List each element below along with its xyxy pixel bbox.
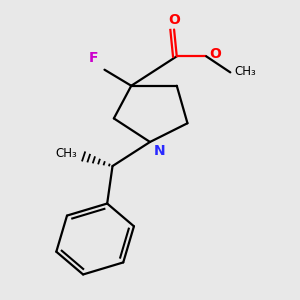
Text: O: O (168, 13, 180, 27)
Text: F: F (88, 51, 98, 65)
Text: CH₃: CH₃ (234, 65, 256, 78)
Text: N: N (154, 144, 165, 158)
Text: CH₃: CH₃ (56, 147, 77, 160)
Text: O: O (209, 47, 221, 61)
